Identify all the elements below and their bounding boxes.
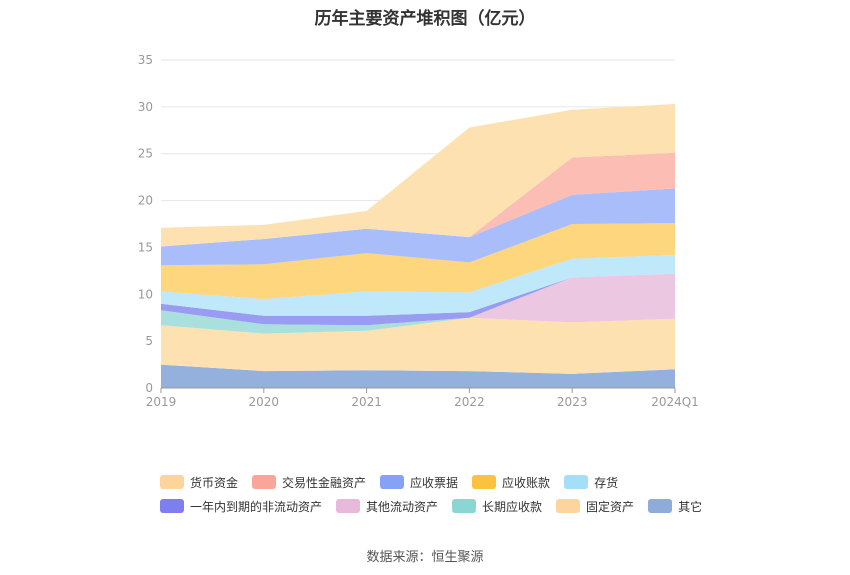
x-tick-label: 2020 bbox=[249, 395, 280, 409]
legend-label: 长期应收款 bbox=[482, 499, 543, 514]
area-layer: 其它固定资产长期应收款其他流动资产一年内到期的非流动资产存货应收账款应收票据交易… bbox=[161, 104, 675, 388]
y-tick-label: 35 bbox=[138, 53, 153, 67]
legend-swatch bbox=[252, 475, 277, 489]
legend-item[interactable]: 交易性金融资产 bbox=[252, 474, 366, 491]
x-tick-label: 2019 bbox=[146, 395, 177, 409]
legend-label: 固定资产 bbox=[586, 499, 635, 514]
chart-title: 历年主要资产堆积图（亿元） bbox=[314, 9, 536, 29]
legend-item[interactable]: 存货 bbox=[564, 474, 618, 491]
legend-swatch bbox=[336, 499, 361, 513]
legend-item[interactable]: 长期应收款 bbox=[452, 498, 542, 515]
x-tick-label: 2024Q1 bbox=[651, 395, 699, 409]
legend-label: 一年内到期的非流动资产 bbox=[190, 499, 323, 514]
legend-label: 货币资金 bbox=[190, 475, 239, 490]
legend-swatch bbox=[452, 499, 477, 513]
legend-item[interactable]: 应收票据 bbox=[380, 474, 458, 491]
area-series-2: 长期应收款 bbox=[161, 310, 675, 334]
legend-swatch bbox=[160, 499, 184, 513]
legend-label: 应收账款 bbox=[502, 475, 551, 490]
legend-label: 应收票据 bbox=[410, 475, 459, 490]
legend-item[interactable]: 应收账款 bbox=[472, 474, 550, 491]
y-tick-label: 10 bbox=[138, 287, 153, 301]
legend: 货币资金 交易性金融资产 应收票据 应收账款 存货 一年内到期的非流动资产 其他流动资产 长… bbox=[160, 470, 780, 518]
legend-label: 其他流动资产 bbox=[366, 499, 439, 514]
y-tick-label: 20 bbox=[138, 194, 153, 208]
legend-item[interactable]: 一年内到期的非流动资产 bbox=[160, 498, 322, 515]
legend-swatch bbox=[380, 475, 405, 489]
area-series-6: 应收账款 bbox=[161, 223, 675, 299]
y-tick-label: 30 bbox=[138, 100, 153, 114]
legend-swatch bbox=[472, 475, 497, 489]
legend-label: 其它 bbox=[678, 499, 703, 514]
legend-item[interactable]: 货币资金 bbox=[160, 474, 238, 491]
x-tick-label: 2023 bbox=[557, 395, 588, 409]
legend-swatch bbox=[564, 475, 589, 489]
area-series-4: 一年内到期的非流动资产 bbox=[161, 273, 675, 326]
stacked-area-chart: 其它固定资产长期应收款其他流动资产一年内到期的非流动资产存货应收账款应收票据交易… bbox=[138, 53, 699, 409]
area-series-1: 固定资产 bbox=[161, 317, 675, 374]
area-series-8: 交易性金融资产 bbox=[161, 152, 675, 247]
legend-swatch bbox=[160, 475, 184, 489]
x-tick-label: 2021 bbox=[351, 395, 382, 409]
axis-layer: 0 5 10 15 20 25 30 35 2019 2020 2021 2022 2023 2024Q1 bbox=[138, 53, 699, 409]
area-series-9: 货币资金 bbox=[161, 104, 675, 247]
legend-row-1: 货币资金 交易性金融资产 应收票据 应收账款 存货 bbox=[160, 470, 780, 494]
legend-swatch bbox=[648, 499, 673, 513]
legend-item[interactable]: 其它 bbox=[648, 498, 702, 515]
area-series-5: 存货 bbox=[161, 254, 675, 316]
data-source: 数据来源：恒生聚源 bbox=[366, 550, 484, 565]
legend-label: 交易性金融资产 bbox=[282, 475, 367, 490]
y-tick-label: 25 bbox=[138, 147, 153, 161]
legend-row-2: 一年内到期的非流动资产 其他流动资产 长期应收款 固定资产 其它 bbox=[160, 494, 780, 518]
y-tick-label: 5 bbox=[145, 334, 153, 348]
legend-swatch bbox=[556, 499, 581, 513]
area-series-0: 其它 bbox=[161, 364, 675, 388]
legend-item[interactable]: 固定资产 bbox=[556, 498, 634, 515]
area-series-3: 其他流动资产 bbox=[161, 273, 675, 326]
x-tick-label: 2022 bbox=[454, 395, 485, 409]
y-tick-label: 0 bbox=[145, 381, 153, 395]
area-series-7: 应收票据 bbox=[161, 188, 675, 266]
legend-item[interactable]: 其他流动资产 bbox=[336, 498, 438, 515]
y-tick-label: 15 bbox=[138, 240, 153, 254]
legend-label: 存货 bbox=[594, 475, 619, 490]
